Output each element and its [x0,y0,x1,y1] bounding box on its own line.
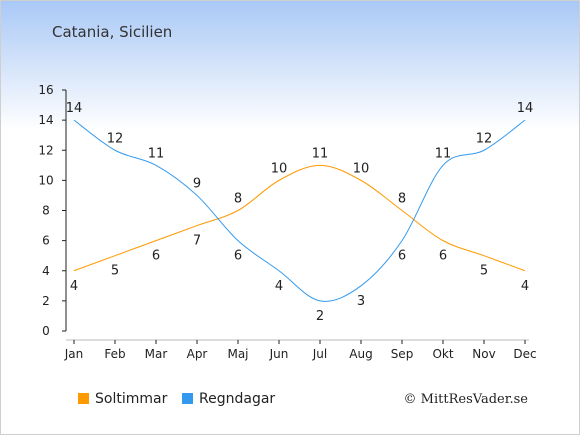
y-tick-label: 12 [38,143,53,157]
data-label-soltimmar: 4 [70,279,78,294]
legend-swatch-regndagar [182,393,193,404]
data-label-regndagar: 9 [193,176,201,191]
y-tick-label: 4 [42,264,50,278]
x-tick-label: Okt [432,347,453,361]
data-label-regndagar: 12 [107,131,124,146]
x-tick-label: Jul [312,347,327,361]
axes: 0 2 4 6 8 10 12 14 16 Jan Feb Mar Apr Maj Jun Jul Aug Sep… [38,83,536,361]
x-tick-label: Nov [472,347,495,361]
y-tick-label: 10 [38,173,53,187]
series-line-soltimmar [73,164,526,272]
data-label-soltimmar: 4 [521,279,529,294]
data-label-regndagar: 11 [435,146,452,161]
x-tick-label: Sep [391,347,414,361]
data-label-regndagar: 11 [148,146,165,161]
data-label-soltimmar: 8 [234,192,242,207]
data-label-regndagar: 6 [398,249,406,264]
y-tick-label: 2 [42,294,50,308]
series-line-regndagar [73,119,526,302]
x-tick-label: Aug [349,347,372,361]
copyright-text: © MittResVader.se [404,392,529,407]
data-label-regndagar: 4 [275,279,283,294]
data-label-soltimmar: 8 [398,192,406,207]
y-tick-label: 8 [42,204,50,218]
data-label-soltimmar: 5 [111,264,119,279]
y-tick-label: 16 [38,83,53,97]
x-tick-label: Maj [227,347,248,361]
y-tick-label: 14 [38,113,53,127]
data-label-soltimmar: 7 [193,234,201,249]
x-tick-label: Feb [104,347,125,361]
data-label-regndagar: 3 [357,294,365,309]
data-label-regndagar: 12 [476,131,493,146]
data-label-soltimmar: 5 [480,264,488,279]
data-label-soltimmar: 6 [152,249,160,264]
data-labels: 4 5 6 7 8 10 11 10 8 6 5 4 14 12 11 9 6 4 2 3 6 11 12 14 [66,101,534,324]
data-label-regndagar: 14 [66,101,83,116]
y-tick-label: 0 [42,324,50,338]
x-tick-label: Jun [269,347,289,361]
x-tick-label: Dec [513,347,536,361]
data-label-soltimmar: 10 [353,161,370,176]
data-label-regndagar: 2 [316,309,324,324]
x-tick-label: Mar [145,347,168,361]
legend: Soltimmar Regndagar [78,391,275,407]
legend-label-regndagar: Regndagar [199,391,275,407]
data-label-soltimmar: 10 [271,161,288,176]
y-tick-label: 6 [42,234,50,248]
data-label-soltimmar: 6 [439,249,447,264]
series-lines [73,119,526,302]
data-label-regndagar: 14 [517,101,534,116]
x-tick-label: Jan [64,347,84,361]
data-label-soltimmar: 11 [312,146,329,161]
legend-swatch-soltimmar [78,393,89,404]
chart-title: Catania, Sicilien [52,23,172,41]
x-tick-label: Apr [187,347,208,361]
data-label-regndagar: 6 [234,249,242,264]
legend-label-soltimmar: Soltimmar [95,391,168,407]
